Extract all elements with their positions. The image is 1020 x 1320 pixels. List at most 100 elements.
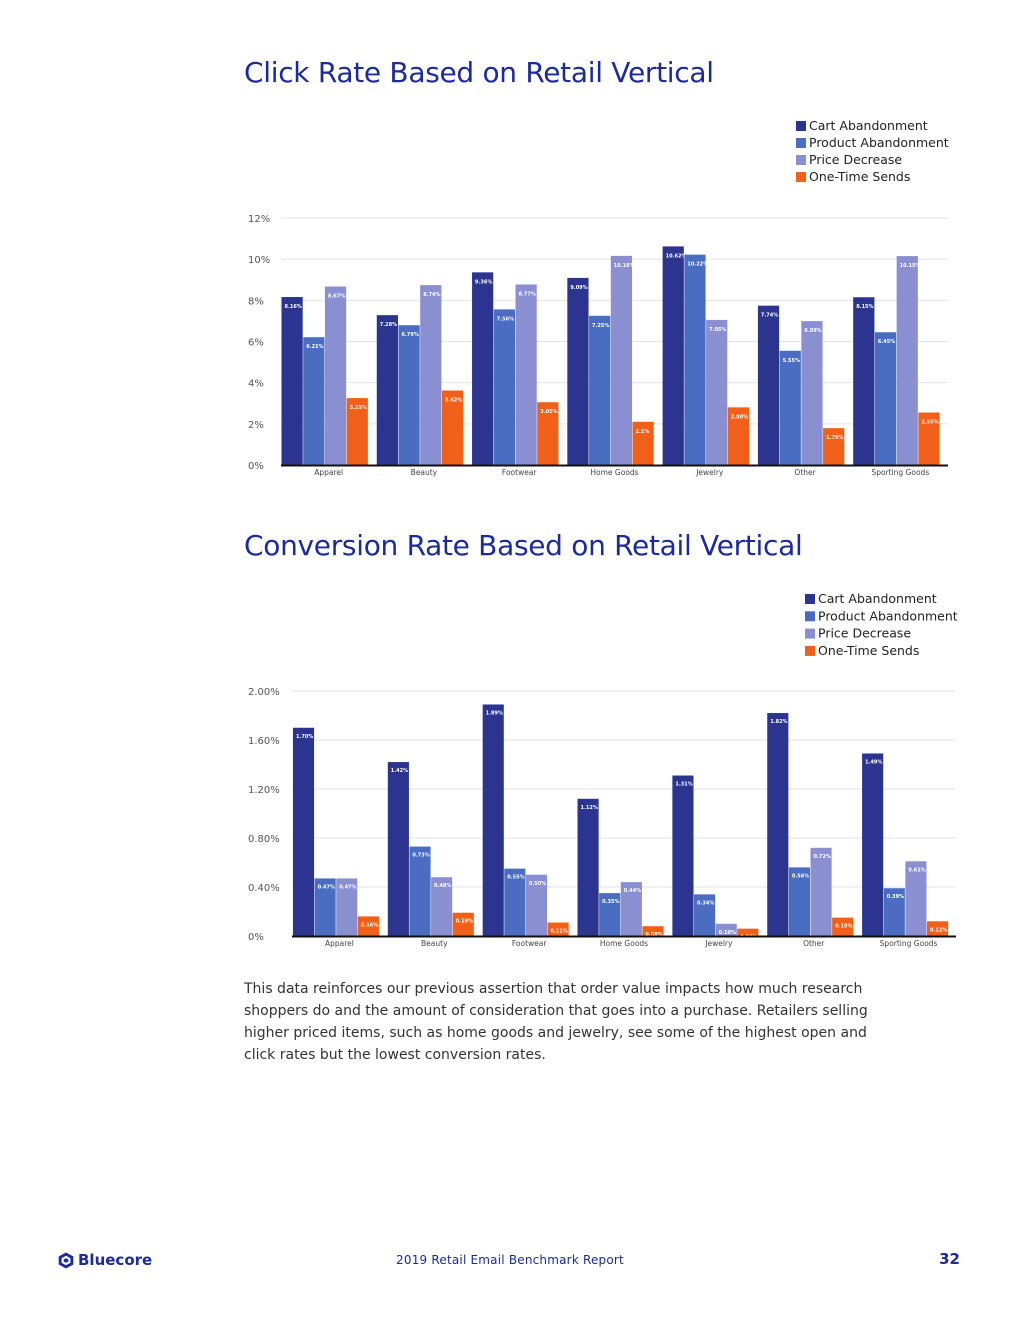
bar-data-label: 9.36% xyxy=(475,279,492,285)
bar xyxy=(431,877,453,936)
y-tick-label: 0.80% xyxy=(248,834,280,845)
y-tick-label: 6% xyxy=(248,338,264,349)
bar xyxy=(420,285,442,465)
bar-data-label: 10.16% xyxy=(614,263,635,269)
bar xyxy=(853,297,875,465)
bar-data-label: 0.12% xyxy=(930,927,947,933)
bar xyxy=(303,337,325,465)
bar-data-label: 1.89% xyxy=(486,710,503,716)
bar-data-label: 7.74% xyxy=(761,313,778,319)
x-category-label: Footwear xyxy=(512,939,548,948)
report-title: 2019 Retail Email Benchmark Report xyxy=(396,1253,624,1267)
x-category-label: Home Goods xyxy=(600,939,648,948)
bar xyxy=(577,798,599,936)
y-tick-label: 2% xyxy=(248,420,264,431)
legend-swatch xyxy=(805,645,815,656)
legend-swatch xyxy=(805,594,815,604)
x-category-label: Apparel xyxy=(325,939,354,948)
bar xyxy=(324,286,347,465)
bar xyxy=(662,246,684,465)
bar-data-label: 1.79% xyxy=(826,435,843,441)
bar xyxy=(482,704,504,936)
bar xyxy=(706,319,728,465)
bar xyxy=(281,297,303,465)
bar-data-label: 0.10% xyxy=(719,930,736,936)
legend-swatch xyxy=(796,121,806,131)
bar-data-label: 0.61% xyxy=(908,867,925,873)
legend-label: Cart Abandonment xyxy=(809,118,928,133)
bar-data-label: 1.82% xyxy=(770,719,787,725)
legend-label: One-Time Sends xyxy=(818,643,919,658)
bar xyxy=(694,894,716,936)
bar xyxy=(862,753,884,936)
bar xyxy=(757,305,780,465)
bar-data-label: 0.16% xyxy=(361,922,378,928)
bar xyxy=(642,926,664,936)
bluecore-hexagon-icon xyxy=(58,1252,74,1268)
legend-label: Price Decrease xyxy=(818,626,911,641)
bar xyxy=(918,412,940,465)
bar-data-label: 8.16% xyxy=(284,304,301,310)
x-category-label: Beauty xyxy=(421,939,448,948)
legend-swatch xyxy=(796,155,806,165)
bar xyxy=(504,868,526,936)
bar xyxy=(472,272,494,465)
x-category-label: Beauty xyxy=(411,468,438,477)
bar xyxy=(387,762,409,936)
bar xyxy=(589,315,611,465)
bar-data-label: 10.22% xyxy=(687,262,708,268)
bar xyxy=(810,847,832,936)
bar xyxy=(767,713,789,936)
click-rate-chart: Cart Abandonment Product Abandonment Price… xyxy=(248,118,949,477)
bluecore-logo-text: Bluecore xyxy=(78,1251,153,1269)
bar xyxy=(441,390,464,465)
bar xyxy=(452,912,474,936)
bar-data-label: 3.62% xyxy=(445,397,462,403)
bar-data-label: 10.15% xyxy=(900,263,921,269)
bar xyxy=(684,254,706,465)
x-category-label: Sporting Goods xyxy=(880,939,938,948)
bar-data-label: 0.34% xyxy=(697,900,714,906)
bar-data-label: 1.31% xyxy=(675,782,692,788)
bar-data-label: 6.99% xyxy=(804,328,821,334)
x-category-label: Home Goods xyxy=(590,468,638,477)
bar-data-label: 6.79% xyxy=(401,332,418,338)
bar xyxy=(896,256,918,465)
bar-data-label: 0.73% xyxy=(412,853,429,859)
conversion-rate-chart-title: Conversion Rate Based on Retail Vertical xyxy=(244,529,803,562)
bar xyxy=(883,888,905,936)
y-tick-label: 12% xyxy=(248,214,270,225)
conversion-rate-chart: Cart Abandonment Product Abandonment Price… xyxy=(248,591,958,948)
bar-data-label: 1.12% xyxy=(581,805,598,811)
bar xyxy=(409,846,431,936)
body-paragraph: This data reinforces our previous assert… xyxy=(244,981,868,1063)
y-tick-label: 10% xyxy=(248,255,270,266)
legend-label: Product Abandonment xyxy=(809,135,949,150)
bar-data-label: 0.08% xyxy=(645,932,662,938)
bar-data-label: 0.35% xyxy=(602,899,619,905)
bar xyxy=(357,916,379,936)
bar-data-label: 7.25% xyxy=(592,323,609,329)
legend-swatch xyxy=(796,138,806,148)
x-category-label: Other xyxy=(794,468,816,477)
bar-data-label: 0.47% xyxy=(339,884,356,890)
bar-data-label: 0.15% xyxy=(835,924,852,930)
bar xyxy=(547,922,569,936)
y-tick-label: 1.20% xyxy=(248,785,280,796)
bar-data-label: 3.05% xyxy=(540,409,557,415)
bar-data-label: 7.56% xyxy=(497,316,514,322)
x-category-label: Jewelry xyxy=(704,939,733,948)
bar-data-label: 0.39% xyxy=(887,894,904,900)
y-tick-label: 0% xyxy=(248,461,264,472)
bar-data-label: 3.25% xyxy=(350,405,367,411)
bar-data-label: 1.42% xyxy=(391,768,408,774)
bar xyxy=(926,921,949,936)
bar-data-label: 1.49% xyxy=(865,759,882,765)
bar-data-label: 7.05% xyxy=(709,327,726,333)
legend-label: Product Abandonment xyxy=(818,608,958,623)
bar xyxy=(905,861,927,936)
bar-data-label: 8.67% xyxy=(328,294,345,300)
y-tick-label: 1.60% xyxy=(248,736,280,747)
bar-data-label: 0.11% xyxy=(551,929,568,935)
bar-data-label: 10.62% xyxy=(666,253,687,259)
